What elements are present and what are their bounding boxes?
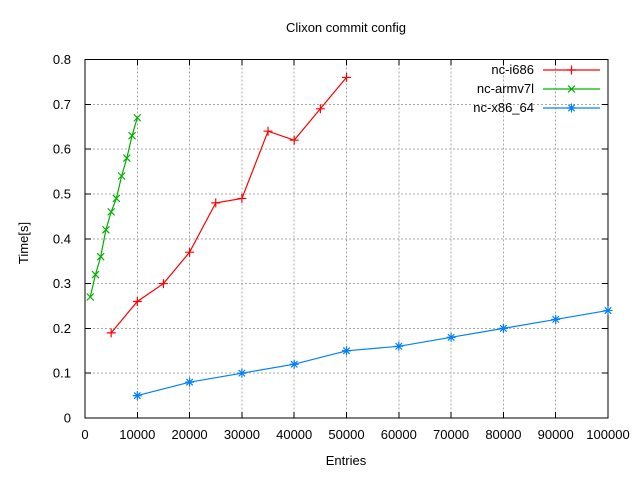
data-point-marker [117,172,126,180]
x-axis-label: Entries [325,453,367,468]
data-point-marker [122,154,131,163]
data-point-marker [133,113,142,122]
y-axis-label: Time[s] [16,221,31,265]
x-tick-label: 70000 [433,427,469,442]
x-tick-label: 0 [81,427,88,442]
data-point-marker [567,85,576,93]
series-nc-x86_64 [132,305,613,401]
x-tick-label: 90000 [538,427,574,442]
y-tick-labels: 0 0.1 0.2 0.3 0.4 0.5 0.6 0.7 0.8 [53,52,71,426]
series-nc-armv7l [86,113,142,301]
x-tick-label: 100000 [586,427,629,442]
data-point-marker [96,252,105,261]
axis-ticks [84,59,609,419]
data-point-marker [112,194,121,203]
data-point-marker [289,135,299,145]
data-point-marker [342,346,351,356]
data-point-marker [101,225,110,234]
chart-title: Clixon commit config [286,20,406,35]
y-tick-label: 0.4 [53,231,71,246]
y-tick-label: 0.7 [53,97,71,112]
data-point-marker [237,368,247,378]
x-tick-labels: 0 10000 20000 30000 40000 50000 60000 70000 8000… [81,427,629,442]
y-tick-label: 0.2 [53,321,71,336]
y-tick-label: 0 [64,411,71,426]
data-point-marker [128,131,136,140]
y-tick-label: 0.8 [53,52,71,67]
data-point-marker [211,198,221,208]
legend-sample-nc-x86_64 [543,103,600,113]
x-tick-label: 10000 [119,427,155,442]
x-tick-label: 20000 [172,427,208,442]
data-point-marker [567,65,576,75]
legend-sample-nc-i686 [543,65,600,75]
x-tick-label: 60000 [381,427,417,442]
data-point-marker [342,72,351,82]
data-point-marker [603,305,613,315]
legend-label-nc-x86_64: nc-x86_64 [473,100,534,115]
legend-label-nc-armv7l: nc-armv7l [476,81,534,96]
data-point-marker [132,296,142,306]
legend-label-nc-i686: nc-i686 [491,62,534,77]
data-point-marker [106,328,116,338]
data-point-marker [185,377,195,387]
x-tick-label: 40000 [276,427,312,442]
x-tick-label: 30000 [224,427,260,442]
y-tick-label: 0.5 [53,186,71,201]
data-point-marker [446,332,456,342]
y-tick-label: 0.6 [53,142,71,157]
data-point-marker [107,207,116,216]
data-point-marker [567,103,576,113]
data-point-marker [237,193,247,203]
grid-lines [85,59,608,418]
data-point-marker [263,126,273,136]
data-point-marker [551,314,561,324]
legend-sample-nc-armv7l [543,85,600,93]
data-point-marker [394,341,404,351]
data-point-marker [289,359,299,369]
data-point-marker [498,323,508,333]
x-tick-label: 50000 [328,427,364,442]
y-tick-label: 0.3 [53,276,71,291]
x-tick-label: 80000 [485,427,521,442]
data-point-marker [158,279,168,289]
data-point-marker [185,247,195,257]
series-line-nc-i686 [110,77,347,334]
data-point-marker [132,391,142,401]
data-point-marker [86,293,95,301]
series-nc-i686 [106,72,351,338]
series-line-nc-x86_64 [137,309,609,397]
series-line-nc-armv7l [89,117,138,298]
data-point-marker [91,270,100,279]
data-point-marker [315,104,325,114]
y-tick-label: 0.1 [53,366,71,381]
